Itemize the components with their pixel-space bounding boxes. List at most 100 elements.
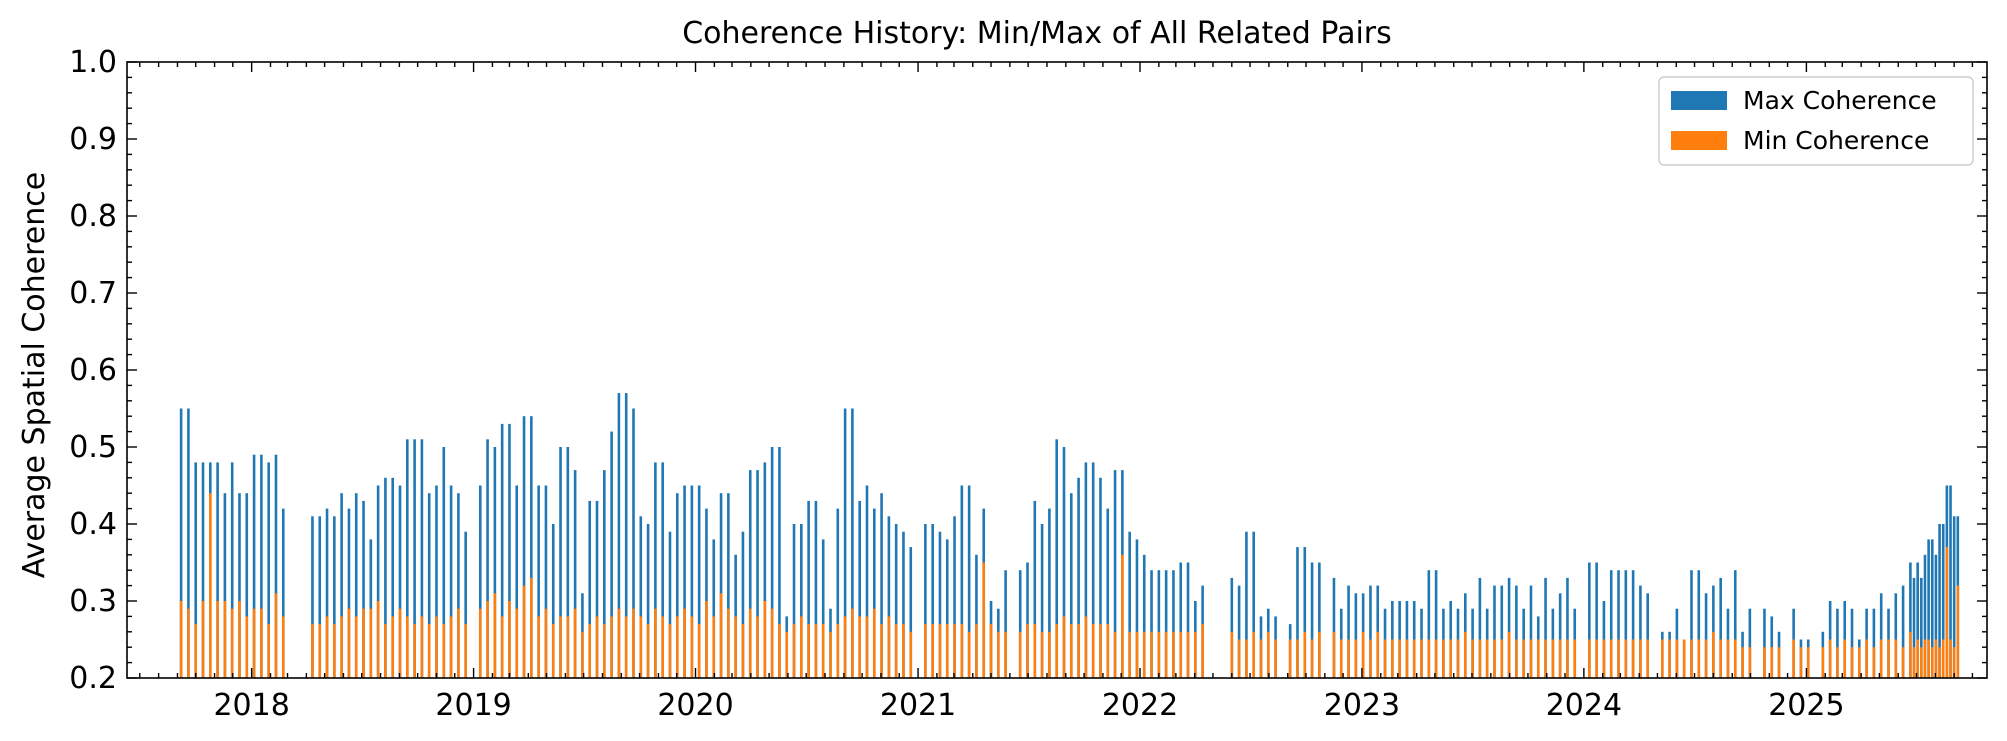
max-coherence-bar (1733, 570, 1737, 678)
max-coherence-bar (1544, 577, 1547, 678)
max-coherence-bar (427, 493, 431, 678)
max-coherence-bar (1004, 570, 1007, 678)
max-coherence-bar (435, 485, 438, 678)
min-coherence-bar (821, 624, 825, 678)
min-coherence-bar (1245, 639, 1248, 678)
min-coherence-bar (1927, 639, 1930, 678)
max-coherence-bar (1566, 577, 1569, 678)
max-coherence-bar (398, 485, 402, 678)
min-coherence-bar (559, 616, 562, 678)
min-coherence-bar (1712, 631, 1715, 678)
min-coherence-bar (727, 608, 730, 678)
max-coherence-bar (792, 524, 796, 678)
min-coherence-bar (1682, 639, 1686, 678)
max-coherence-bar (442, 447, 446, 678)
min-coherence-bar (252, 608, 256, 678)
min-coherence-bar (1478, 639, 1482, 678)
max-coherence-bar (1113, 470, 1117, 678)
legend-swatch (1671, 91, 1727, 110)
min-coherence-bar (1872, 647, 1876, 678)
max-coherence-bar (894, 524, 898, 678)
min-coherence-bar (1595, 639, 1598, 678)
min-coherence-bar (945, 624, 949, 678)
min-coherence-bar (515, 608, 519, 678)
max-coherence-bar (1478, 577, 1482, 678)
min-coherence-bar (603, 624, 606, 678)
min-coherence-bar (829, 631, 832, 678)
min-coherence-bar (865, 616, 869, 678)
max-coherence-bar (1617, 570, 1620, 678)
min-coherence-bar (1485, 639, 1489, 678)
min-coherence-bar (931, 624, 934, 678)
max-coherence-bar (661, 462, 664, 678)
min-coherence-bar (1894, 639, 1898, 678)
max-coherence-bar (1909, 562, 1912, 678)
max-coherence-bar (1588, 562, 1591, 678)
min-coherence-bar (624, 616, 628, 678)
max-coherence-bar (333, 516, 336, 678)
min-coherence-bar (1493, 639, 1496, 678)
min-coherence-bar (1690, 639, 1693, 678)
max-coherence-bar (551, 524, 555, 678)
min-coherence-bar (209, 493, 212, 678)
max-coherence-bar (1763, 608, 1766, 678)
max-coherence-bar (690, 485, 694, 678)
legend-box (1658, 76, 1974, 166)
min-coherence-bar (1069, 624, 1073, 678)
max-coherence-bar (632, 408, 635, 678)
max-coherence-bar (1704, 593, 1708, 678)
min-coherence-bar (1668, 639, 1671, 678)
max-coherence-bar (1952, 516, 1956, 678)
min-coherence-bar (1930, 647, 1934, 678)
min-coherence-bar (1777, 647, 1781, 678)
max-coherence-bar (938, 531, 942, 678)
min-coherence-bar (1836, 647, 1839, 678)
min-coherence-bar (1646, 639, 1650, 678)
min-coherence-bar (894, 624, 898, 678)
max-coherence-bar (347, 508, 351, 678)
min-coherence-bar (1748, 647, 1752, 678)
max-coherence-bar (1609, 570, 1613, 678)
max-coherence-bar (814, 500, 818, 678)
min-coherence-bar (697, 624, 701, 678)
max-coherence-bar (588, 500, 592, 678)
min-coherence-bar (588, 624, 592, 678)
max-coherence-bar (909, 547, 913, 678)
min-coherence-bar (522, 585, 526, 678)
min-coherence-bar (398, 608, 402, 678)
max-coherence-bar (945, 539, 949, 678)
max-coherence-bar (362, 500, 365, 678)
max-coherence-bar (624, 393, 628, 678)
max-coherence-bar (821, 539, 825, 678)
min-coherence-bar (1339, 639, 1343, 678)
max-coherence-bar (770, 447, 774, 678)
min-coherence-bar (989, 624, 993, 678)
min-coherence-bar (362, 608, 365, 678)
min-coherence-bar (1945, 547, 1949, 678)
min-coherence-bar (902, 624, 905, 678)
min-coherence-bar (909, 631, 913, 678)
min-coherence-bar (997, 631, 1000, 678)
min-coherence-bar (617, 608, 621, 678)
max-coherence-bar (223, 493, 227, 678)
min-coherence-bar (1164, 631, 1168, 678)
min-coherence-bar (318, 624, 322, 678)
max-coherence-bar (354, 493, 358, 678)
min-coherence-bar (1405, 639, 1409, 678)
max-coherence-bar (1923, 554, 1927, 678)
max-coherence-bar (1631, 570, 1635, 678)
min-coherence-bar (668, 624, 672, 678)
min-coherence-bar (238, 601, 241, 678)
max-coherence-bar (1529, 585, 1533, 678)
max-coherence-bar (1901, 585, 1905, 678)
min-coherence-bar (1529, 639, 1533, 678)
min-coherence-bar (924, 624, 927, 678)
max-coherence-bar (1164, 570, 1168, 678)
min-coherence-bar (1843, 639, 1847, 678)
min-coherence-bar (1887, 639, 1890, 678)
min-coherence-bar (851, 608, 854, 678)
max-coherence-bar (967, 485, 971, 678)
min-coherence-bar (1631, 639, 1635, 678)
min-coherence-bar (719, 593, 723, 678)
max-coherence-bar (1927, 539, 1930, 678)
